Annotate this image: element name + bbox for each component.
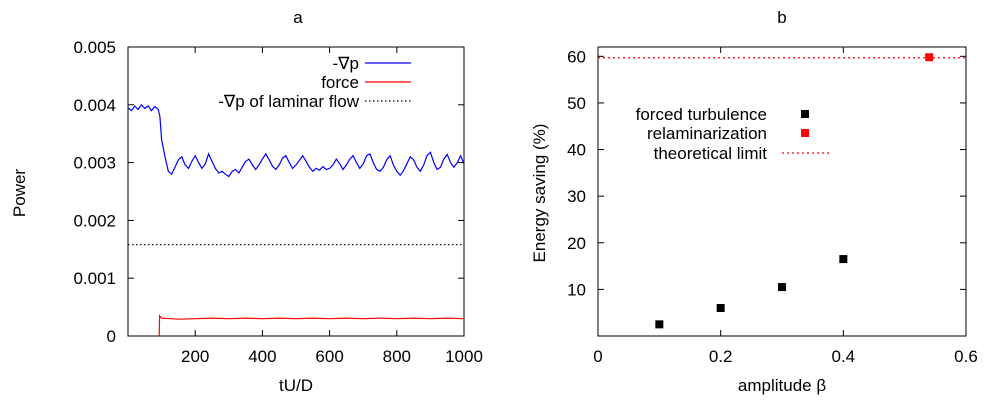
panel-b-ylabel: Energy saving (%) — [530, 124, 549, 263]
panel-b-xtick-label: 0.4 — [832, 347, 856, 366]
legend-forced-label: forced turbulence — [636, 105, 767, 124]
legend-relam-label: relaminarization — [647, 124, 767, 143]
legend-force-label: force — [321, 73, 359, 92]
relaminarization-point — [925, 53, 934, 62]
panel-a-ytick-label: 0.001 — [73, 269, 116, 288]
panel-b-ytick-label: 60 — [567, 47, 586, 66]
panel-b-xtick-label: 0.6 — [954, 347, 978, 366]
panel-b-xtick-label: 0 — [593, 347, 602, 366]
panel-a-xtick-label: 600 — [315, 347, 343, 366]
panel-b-xlabel: amplitude β — [738, 376, 826, 395]
panel-b: b 0 0.2 0.4 0.6 10 20 30 40 50 60 amplitude β En… — [530, 8, 978, 395]
panel-b-letter: b — [777, 8, 786, 27]
panel-a-letter: a — [293, 8, 303, 27]
panel-a-xtick-label: 400 — [248, 347, 276, 366]
panel-a-ytick-label: 0.002 — [73, 211, 116, 230]
panel-a-xtick-label: 1000 — [445, 347, 483, 366]
panel-b-ytick-label: 10 — [567, 280, 586, 299]
panel-a-xtick-label: 800 — [383, 347, 411, 366]
legend-laminar-label: -∇p of laminar flow — [218, 92, 360, 111]
panel-b-ytick-label: 20 — [567, 234, 586, 253]
forced-turbulence-point — [778, 283, 786, 292]
legend-forced-marker — [801, 110, 809, 118]
panel-a-ytick-label: 0.004 — [73, 96, 116, 115]
panel-a-ytick-label: 0.005 — [73, 38, 116, 57]
legend-relam-marker — [801, 129, 809, 137]
panel-b-legend: forced turbulence relaminarization theor… — [636, 105, 830, 163]
panel-a-ytick-label: 0 — [107, 327, 116, 346]
legend-limit-label: theoretical limit — [654, 144, 768, 163]
panel-a-legend: -∇p force -∇p of laminar flow — [218, 54, 411, 111]
panel-a-ytick-label: 0.003 — [73, 154, 116, 173]
panel-a: a 200 400 600 800 1000 0 0.001 0.002 0.003 0.004… — [10, 8, 483, 395]
panel-a-frame — [127, 46, 465, 337]
forced-turbulence-point — [839, 255, 848, 264]
panel-a-ylabel: Power — [10, 169, 29, 218]
panel-b-ytick-label: 40 — [567, 141, 586, 160]
panel-a-xlabel: tU/D — [279, 376, 313, 395]
panel-b-ytick-label: 30 — [567, 187, 586, 206]
panel-b-xtick-label: 0.2 — [709, 347, 733, 366]
series-neg-grad-p-line — [127, 103, 465, 178]
series-force-line — [158, 314, 465, 337]
forced-turbulence-point — [655, 320, 664, 329]
legend-neg-grad-p-label: -∇p — [333, 54, 360, 73]
panel-b-ytick-label: 50 — [567, 94, 586, 113]
panel-b-frame — [597, 46, 967, 337]
panel-a-xtick-label: 200 — [181, 347, 209, 366]
forced-turbulence-point — [716, 304, 725, 313]
